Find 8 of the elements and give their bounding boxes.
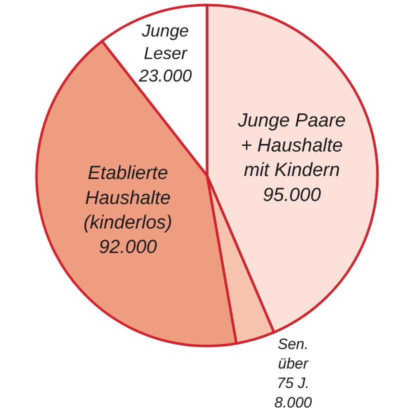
slice-label: Etablierte Haushalte (kinderlos) [84, 163, 172, 234]
slice-label: Junge Paare + Haushalte mit Kindern [237, 110, 346, 182]
slice-label: Sen. über 75 J. [276, 336, 310, 392]
data-label: 95.000 [262, 184, 322, 206]
data-label: 8.000 [274, 394, 313, 412]
data-label: 92.000 [98, 237, 158, 258]
data-label: 23.000 [138, 65, 192, 86]
slice-label: Junge Leser [140, 20, 189, 63]
